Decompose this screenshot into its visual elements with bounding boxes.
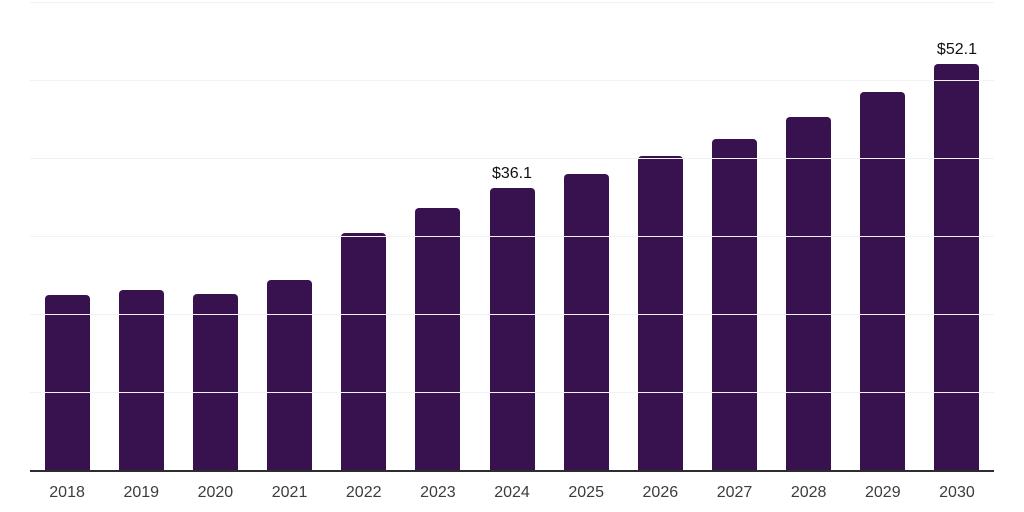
gridline-60 xyxy=(30,2,994,3)
bar-2025 xyxy=(563,173,609,470)
x-tick-label-2021: 2021 xyxy=(271,484,308,501)
value-label-2030: $52.1 xyxy=(936,40,977,58)
bar-slot-2019 xyxy=(104,2,178,470)
bar-slot-2021 xyxy=(252,2,326,470)
bar-2020 xyxy=(192,293,238,470)
x-tick-label-2026: 2026 xyxy=(642,484,679,501)
x-tick-label-2027: 2027 xyxy=(716,484,753,501)
x-tick-label-2028: 2028 xyxy=(790,484,827,501)
bar-slot-2020 xyxy=(178,2,252,470)
bar-2029 xyxy=(860,91,906,470)
x-tick-label-2030: 2030 xyxy=(939,484,975,501)
value-label-2024: $36.1 xyxy=(491,165,533,183)
bar-slot-2026 xyxy=(623,2,697,470)
bar-slot-2025 xyxy=(549,2,623,470)
plot-area: $36.1 $52.1 xyxy=(30,2,994,472)
x-tick-label-2029: 2029 xyxy=(865,484,901,501)
bar-2023 xyxy=(415,207,461,470)
gridline-30 xyxy=(30,236,994,237)
bar-slot-2027 xyxy=(697,2,771,470)
bars-row: $36.1 $52.1 xyxy=(30,2,994,470)
x-tick-label-2023: 2023 xyxy=(420,484,456,501)
x-tick-label-2019: 2019 xyxy=(123,484,160,501)
x-tick-label-2022: 2022 xyxy=(345,484,382,501)
bar-2022 xyxy=(341,232,387,470)
bar-slot-2029 xyxy=(846,2,920,470)
bar-2018 xyxy=(44,295,90,470)
bar-slot-2024: $36.1 xyxy=(475,2,549,470)
bar-slot-2028 xyxy=(772,2,846,470)
bar-slot-2030: $52.1 xyxy=(920,2,994,470)
gridline-50 xyxy=(30,79,994,81)
x-tick-label-2025: 2025 xyxy=(568,484,604,501)
gridline-10 xyxy=(30,392,994,393)
gridline-20 xyxy=(30,313,994,315)
bar-2026 xyxy=(637,156,683,470)
x-tick-label-2018: 2018 xyxy=(49,484,85,501)
x-tick-label-2020: 2020 xyxy=(197,484,234,501)
bar-2030 xyxy=(934,63,980,470)
bar-slot-2023 xyxy=(401,2,475,470)
x-tick-label-2024: 2024 xyxy=(494,484,530,501)
bar-2021 xyxy=(267,279,313,470)
bar-2028 xyxy=(786,116,832,470)
x-axis-tick-labels: 2018 2019 2020 2021 2022 2023 2024 2025 2026 2027… xyxy=(30,470,994,512)
bar-2027 xyxy=(711,138,757,470)
bar-2024 xyxy=(489,188,535,470)
bar-slot-2018 xyxy=(30,2,104,470)
bar-2019 xyxy=(118,289,164,470)
gridline-40 xyxy=(30,157,994,159)
bar-slot-2022 xyxy=(327,2,401,470)
